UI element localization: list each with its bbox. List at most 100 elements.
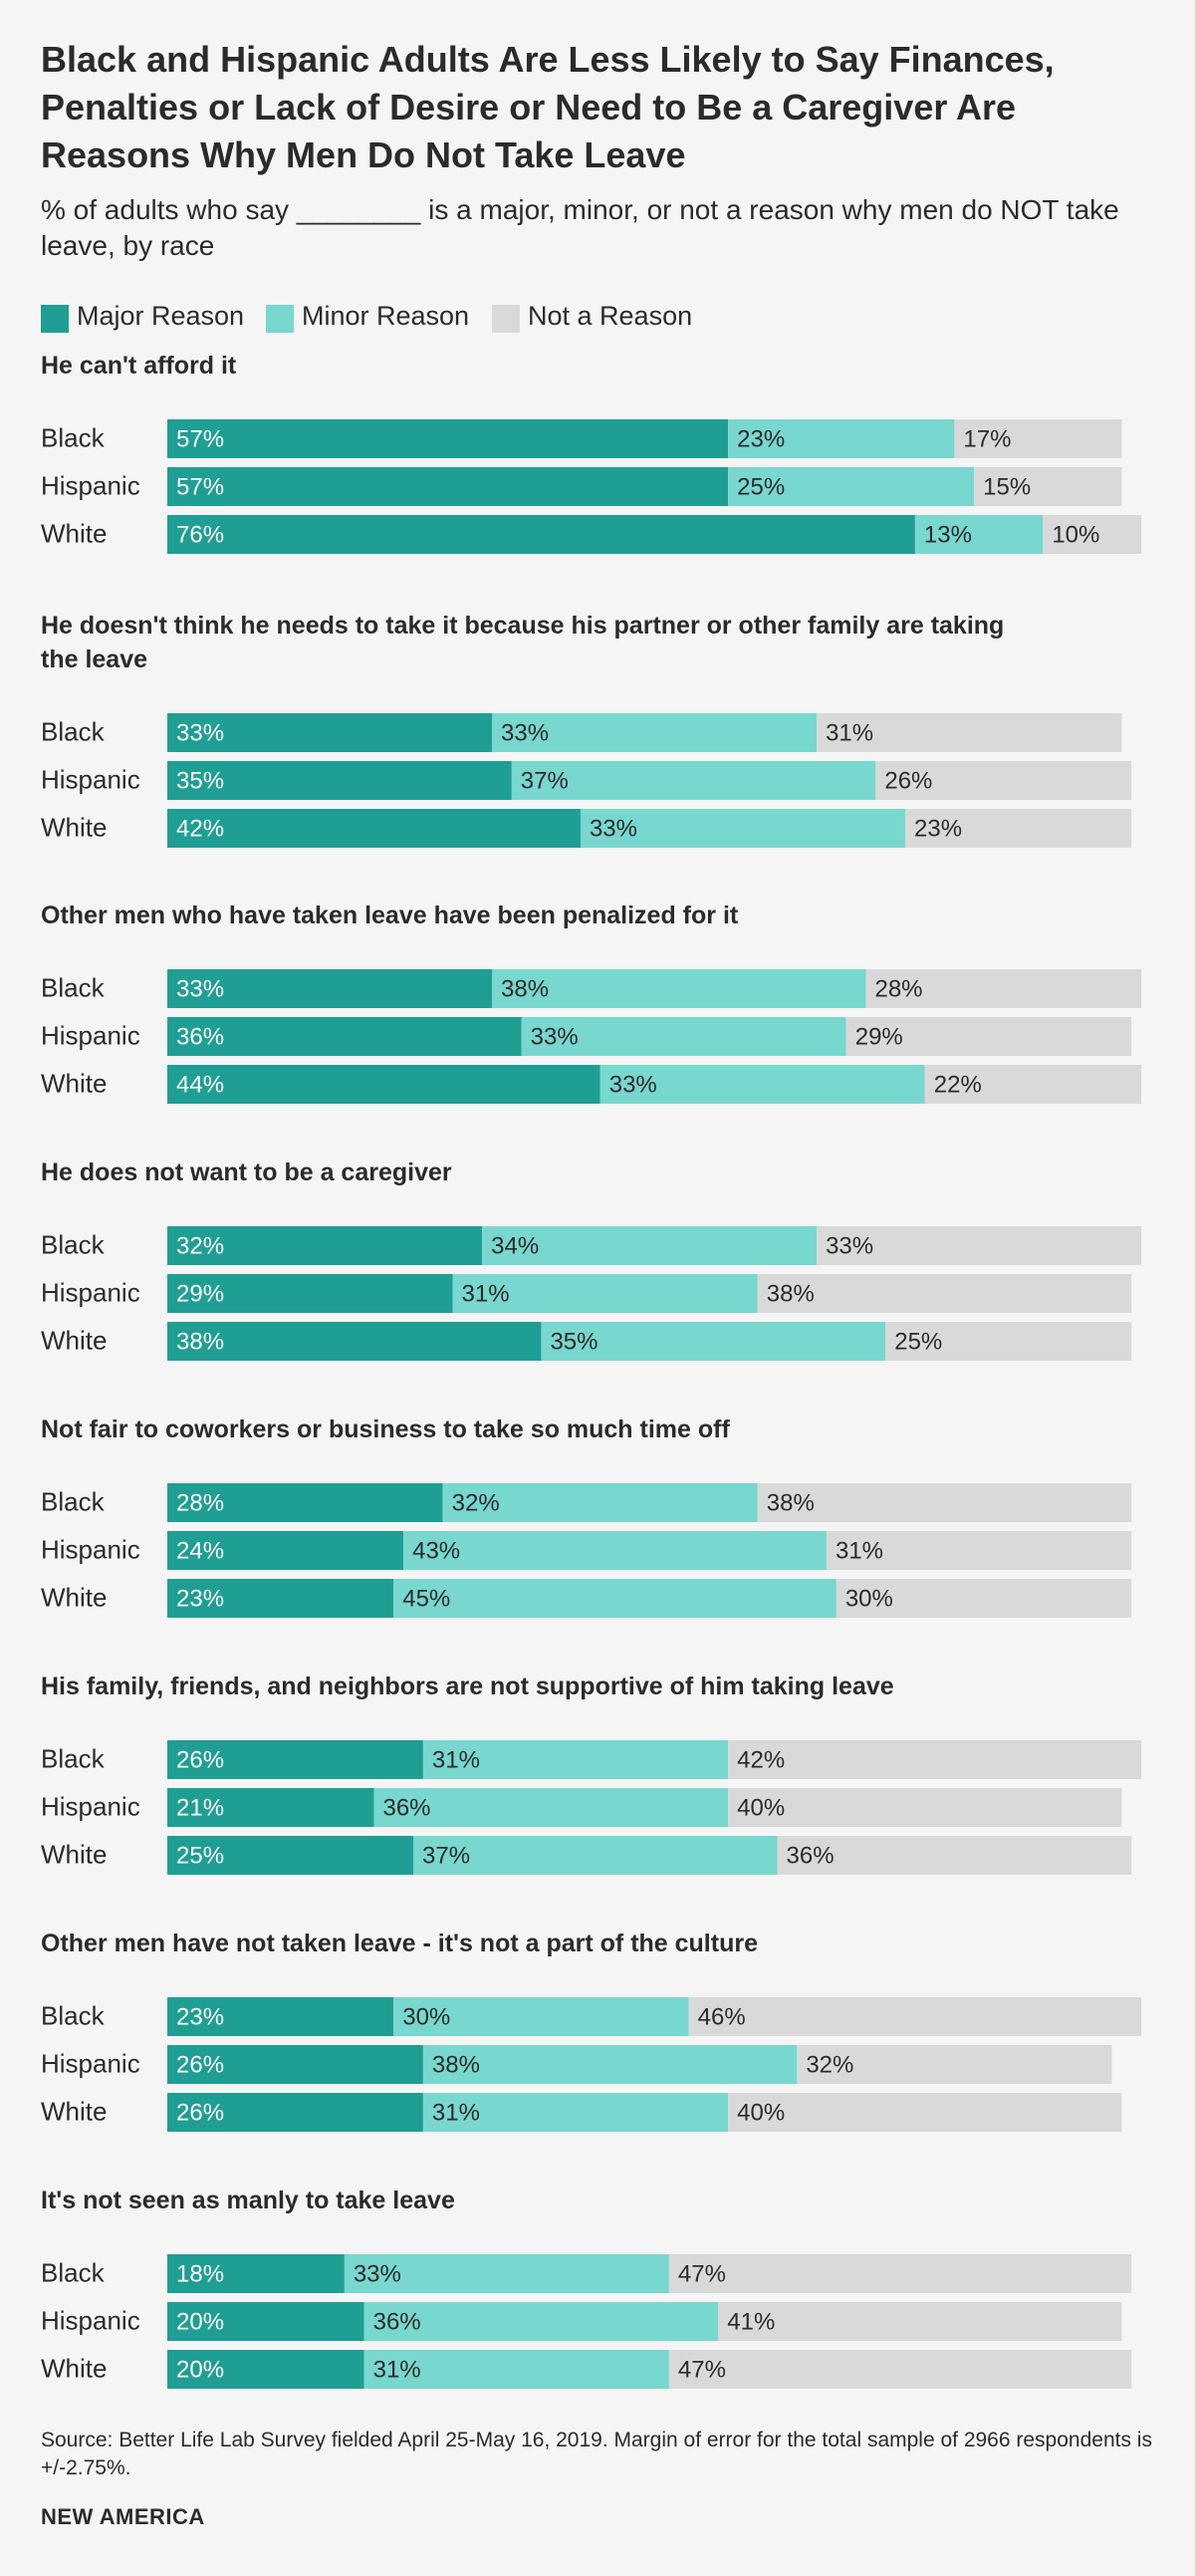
bar-segment-not — [817, 1226, 1142, 1265]
bar-segment-minor — [344, 2254, 669, 2293]
bar-segment-major — [167, 809, 581, 848]
bar-segment-minor — [521, 1017, 846, 1056]
legend-label-minor: Minor Reason — [302, 301, 470, 331]
question-title: He can't afford it — [41, 352, 237, 380]
data-label-minor: 33% — [501, 720, 549, 747]
bar-segment-not — [817, 713, 1122, 752]
data-label-major: 42% — [176, 816, 224, 843]
category-label: Hispanic — [41, 765, 140, 795]
bar-segment-not — [836, 1579, 1132, 1618]
data-label-not: 17% — [963, 426, 1011, 453]
bar-segment-not — [974, 467, 1122, 506]
bar-segment-minor — [393, 1997, 689, 2036]
data-label-minor: 43% — [412, 1538, 460, 1565]
data-label-minor: 33% — [354, 2261, 401, 2288]
data-label-minor: 34% — [491, 1233, 539, 1260]
data-label-minor: 13% — [924, 522, 972, 549]
bar-segment-major — [167, 1322, 542, 1361]
data-label-not: 10% — [1052, 522, 1099, 549]
data-label-not: 42% — [737, 1747, 785, 1774]
data-label-minor: 31% — [432, 2100, 480, 2127]
data-label-major: 20% — [176, 2309, 224, 2336]
legend-label-major: Major Reason — [77, 301, 245, 331]
category-label: White — [41, 2354, 107, 2384]
data-label-minor: 31% — [373, 2357, 421, 2384]
bar-segment-minor — [373, 1788, 729, 1827]
data-label-not: 31% — [836, 1538, 883, 1565]
bar-segment-major — [167, 1740, 423, 1779]
question-group: It's not seen as manly to take leave Blac… — [41, 2187, 1132, 2389]
bar-segment-major — [167, 515, 915, 554]
bar-segment-minor — [452, 1274, 758, 1313]
bar-segment-not — [668, 2254, 1132, 2293]
question-group: He does not want to be a caregiver Black 3… — [41, 1159, 1142, 1361]
category-label: Black — [41, 973, 106, 1003]
data-label-major: 23% — [176, 1586, 224, 1613]
data-label-not: 47% — [678, 2357, 726, 2384]
bar-segment-not — [668, 2350, 1132, 2389]
data-label-not: 46% — [698, 2004, 746, 2031]
bar-segment-minor — [442, 1483, 758, 1522]
category-label: White — [41, 1326, 107, 1356]
bar-segment-not — [728, 1788, 1122, 1827]
bar-segment-major — [167, 1997, 394, 2036]
category-label: Black — [41, 423, 106, 453]
bar-segment-major — [167, 1226, 483, 1265]
legend-label-not: Not a Reason — [528, 301, 693, 331]
bar-segment-not — [777, 1836, 1132, 1875]
bar-segment-not — [757, 1274, 1132, 1313]
data-label-minor: 31% — [432, 1747, 480, 1774]
bar-segment-minor — [492, 969, 866, 1008]
data-label-major: 33% — [176, 720, 224, 747]
data-label-minor: 36% — [373, 2309, 421, 2336]
bar-segment-major — [167, 761, 512, 800]
data-label-not: 26% — [884, 768, 932, 795]
bar-segment-minor — [599, 1065, 925, 1104]
data-label-not: 15% — [983, 474, 1031, 501]
bar-segment-major — [167, 1531, 404, 1570]
bar-segment-minor — [728, 467, 975, 506]
category-label: Black — [41, 1744, 106, 1774]
data-label-not: 29% — [855, 1024, 903, 1051]
data-label-not: 32% — [806, 2052, 853, 2079]
data-label-minor: 38% — [501, 976, 549, 1003]
question-group: Other men have not taken leave - it's no… — [41, 1930, 1142, 2132]
question-title: Not fair to coworkers or business to tak… — [41, 1416, 730, 1443]
data-label-major: 76% — [176, 522, 224, 549]
category-label: White — [41, 1069, 107, 1099]
data-label-major: 26% — [176, 1747, 224, 1774]
question-group: He doesn't think he needs to take it bec… — [41, 612, 1132, 848]
data-label-not: 33% — [826, 1233, 873, 1260]
category-label: Hispanic — [41, 1278, 140, 1308]
data-label-not: 40% — [737, 2100, 785, 2127]
bar-segment-major — [167, 2254, 345, 2293]
bar-segment-major — [167, 419, 729, 458]
data-label-not: 28% — [874, 976, 922, 1003]
bar-segment-minor — [914, 515, 1044, 554]
data-label-minor: 31% — [462, 1281, 510, 1308]
data-label-major: 25% — [176, 1843, 224, 1870]
category-label: Hispanic — [41, 1021, 140, 1051]
data-label-minor: 45% — [402, 1586, 450, 1613]
data-label-major: 35% — [176, 768, 224, 795]
data-label-minor: 35% — [550, 1329, 598, 1356]
category-label: Black — [41, 1487, 106, 1517]
data-label-major: 23% — [176, 2004, 224, 2031]
bar-segment-not — [845, 1017, 1132, 1056]
question-title: He doesn't think he needs to take it bec… — [41, 612, 1004, 640]
data-label-not: 36% — [787, 1843, 835, 1870]
bar-segment-major — [167, 1065, 600, 1104]
bar-segment-minor — [363, 2302, 719, 2341]
bar-segment-minor — [422, 1740, 729, 1779]
bar-segment-minor — [482, 1226, 818, 1265]
data-label-minor: 33% — [609, 1072, 657, 1099]
legend-swatch-not — [492, 305, 520, 333]
bar-segment-major — [167, 1836, 413, 1875]
category-label: Hispanic — [41, 2049, 140, 2079]
question-group: Not fair to coworkers or business to tak… — [41, 1416, 1132, 1618]
question-title: Other men who have taken leave have been… — [41, 902, 739, 929]
bar-segment-minor — [492, 713, 818, 752]
bar-segment-not — [954, 419, 1122, 458]
bar-segment-major — [167, 2350, 364, 2389]
